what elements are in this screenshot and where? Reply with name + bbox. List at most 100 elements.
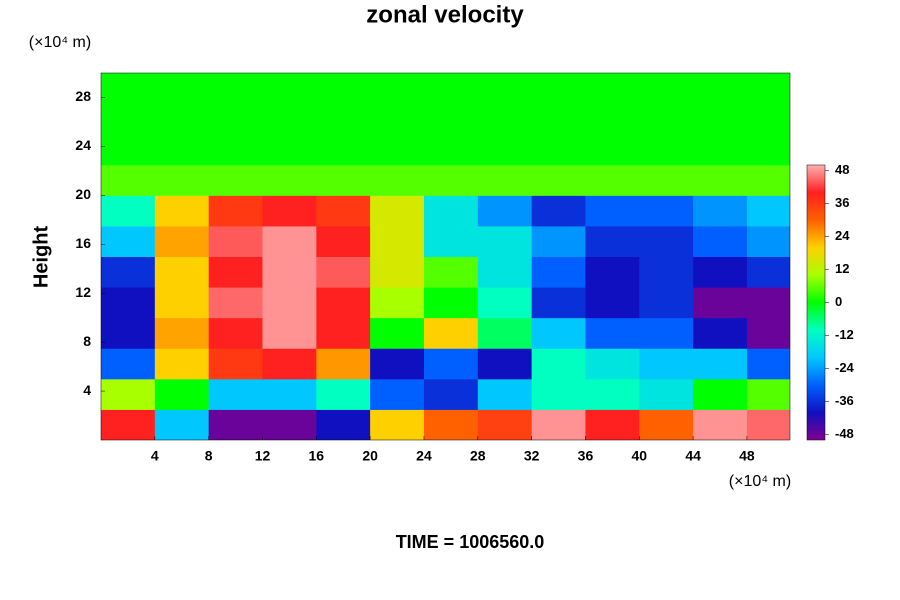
colorbar-tick-label: 12 bbox=[835, 261, 849, 276]
field-cell bbox=[101, 225, 156, 257]
field-cell bbox=[477, 225, 533, 257]
x-tick-label: 8 bbox=[205, 448, 213, 464]
field-cell bbox=[208, 287, 263, 319]
field-cell bbox=[316, 256, 371, 288]
field-cell bbox=[746, 195, 790, 227]
field-cell bbox=[208, 317, 263, 349]
x-tick-label: 20 bbox=[362, 448, 378, 464]
field-cell bbox=[639, 287, 694, 319]
field-cell bbox=[101, 73, 156, 105]
field-cell bbox=[154, 73, 210, 105]
field-cell bbox=[531, 134, 586, 166]
field-cell bbox=[585, 256, 640, 288]
field-cell bbox=[423, 164, 479, 196]
field-cell bbox=[693, 287, 748, 319]
field-cell bbox=[423, 225, 479, 257]
field-cell bbox=[423, 378, 479, 410]
field-cell bbox=[746, 103, 790, 135]
x-tick-label: 16 bbox=[309, 448, 325, 464]
field-cell bbox=[262, 317, 317, 349]
field-cell bbox=[101, 317, 156, 349]
field-cell bbox=[639, 409, 694, 440]
field-cell bbox=[154, 348, 210, 380]
colorbar-tick-label: -48 bbox=[835, 426, 854, 441]
field-cell bbox=[262, 348, 317, 380]
field-cell bbox=[262, 164, 317, 196]
field-cell bbox=[154, 225, 210, 257]
field-cell bbox=[639, 195, 694, 227]
field-cell bbox=[154, 103, 210, 135]
field-cell bbox=[208, 378, 263, 410]
field-cell bbox=[531, 317, 586, 349]
field-cell bbox=[585, 317, 640, 349]
field-cell bbox=[208, 256, 263, 288]
field-cell bbox=[639, 134, 694, 166]
y-tick-label: 12 bbox=[75, 284, 91, 300]
field-cell bbox=[531, 256, 586, 288]
field-cell bbox=[370, 378, 425, 410]
field-cell bbox=[639, 103, 694, 135]
field-cell bbox=[746, 164, 790, 196]
field-cell bbox=[316, 134, 371, 166]
field-cell bbox=[101, 378, 156, 410]
field-cell bbox=[693, 164, 748, 196]
x-tick-label: 48 bbox=[739, 448, 755, 464]
field-cell bbox=[693, 73, 748, 105]
field-cell bbox=[316, 378, 371, 410]
y-tick-label: 8 bbox=[83, 333, 91, 349]
x-tick-label: 44 bbox=[685, 448, 701, 464]
field-cell bbox=[370, 225, 425, 257]
field-cell bbox=[208, 134, 263, 166]
chart-title: zonal velocity bbox=[366, 1, 524, 28]
field-cell bbox=[423, 195, 479, 227]
field-cell bbox=[316, 103, 371, 135]
field-cell bbox=[101, 164, 156, 196]
field-cell bbox=[208, 225, 263, 257]
field-cell bbox=[477, 103, 533, 135]
field-cell bbox=[154, 164, 210, 196]
field-cell bbox=[154, 287, 210, 319]
field-cell bbox=[262, 256, 317, 288]
field-cell bbox=[693, 256, 748, 288]
field-cell bbox=[101, 195, 156, 227]
field-cell bbox=[370, 134, 425, 166]
field-cell bbox=[477, 378, 533, 410]
colorbar-tick-label: 48 bbox=[835, 162, 849, 177]
field-cell bbox=[585, 134, 640, 166]
field-cell bbox=[477, 164, 533, 196]
field-cell bbox=[316, 287, 371, 319]
x-tick-label: 32 bbox=[524, 448, 540, 464]
y-tick-label: 16 bbox=[75, 235, 91, 251]
field-cell bbox=[693, 317, 748, 349]
colorbar-tick-label: -24 bbox=[835, 360, 855, 375]
field-cell bbox=[585, 348, 640, 380]
field-cell bbox=[423, 317, 479, 349]
field-cell bbox=[316, 348, 371, 380]
field-cell bbox=[423, 73, 479, 105]
field-cell bbox=[154, 409, 210, 440]
x-unit: (×10⁴ m) bbox=[729, 473, 791, 490]
field-cell bbox=[477, 317, 533, 349]
field-cell bbox=[154, 378, 210, 410]
field-cell bbox=[531, 73, 586, 105]
field-cell bbox=[370, 73, 425, 105]
field-cell bbox=[208, 195, 263, 227]
colorbar-tick-label: -36 bbox=[835, 393, 854, 408]
field-cell bbox=[477, 195, 533, 227]
field-cell bbox=[693, 225, 748, 257]
field-cell bbox=[101, 256, 156, 288]
field-cell bbox=[262, 225, 317, 257]
field-cell bbox=[693, 409, 748, 440]
field-cell bbox=[585, 409, 640, 440]
y-axis-label: Height bbox=[30, 226, 52, 289]
footer: TIME = 1006560.0 bbox=[396, 532, 545, 552]
field-cell bbox=[531, 348, 586, 380]
x-tick-label: 36 bbox=[578, 448, 594, 464]
field-cell bbox=[531, 378, 586, 410]
field-cell bbox=[423, 134, 479, 166]
field-cell bbox=[101, 348, 156, 380]
field-cell bbox=[101, 103, 156, 135]
field-cell bbox=[477, 287, 533, 319]
